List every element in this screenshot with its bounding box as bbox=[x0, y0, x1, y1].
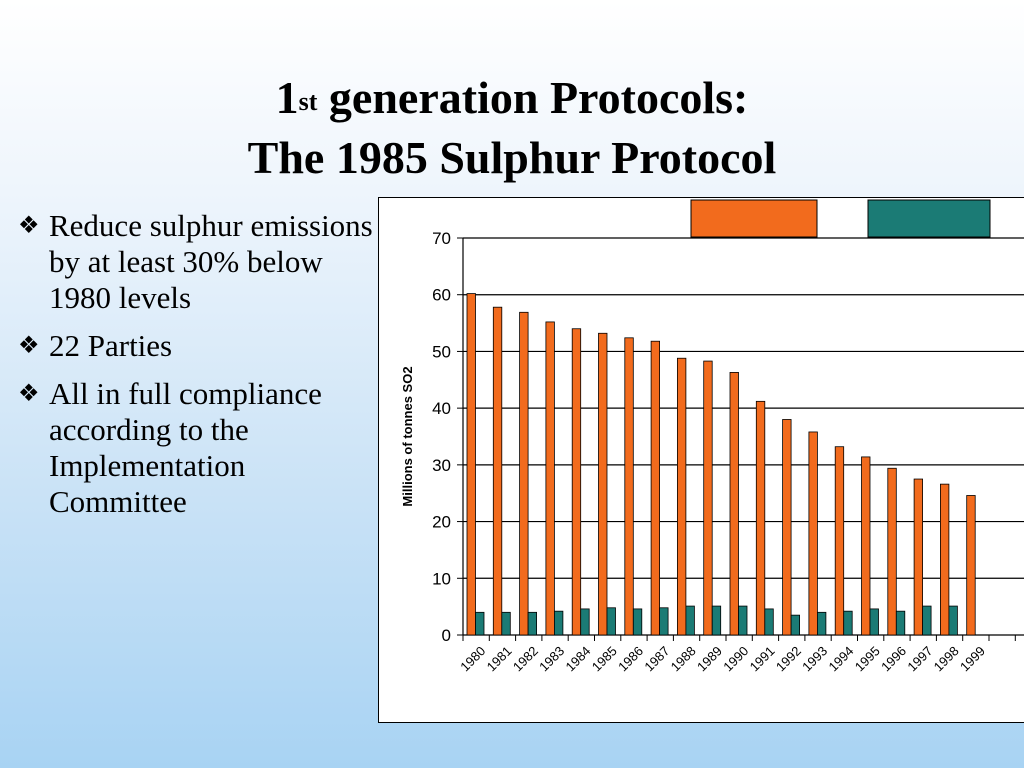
x-tick-label: 1996 bbox=[878, 643, 909, 674]
bullet-list: ❖ Reduce sulphur emissions by at least 30… bbox=[14, 208, 386, 532]
title-line-2: The 1985 Sulphur Protocol bbox=[247, 132, 777, 183]
bar-series-1 bbox=[808, 431, 818, 636]
x-tick-label: 1981 bbox=[484, 643, 515, 674]
x-tick-label: 1990 bbox=[720, 643, 751, 674]
x-tick-label: 1980 bbox=[457, 643, 488, 674]
y-tick-label: 70 bbox=[432, 229, 451, 248]
bar-series-1 bbox=[624, 337, 634, 636]
bar-series-1 bbox=[650, 340, 661, 636]
diamond-bullet-icon: ❖ bbox=[18, 381, 40, 407]
x-tick-label: 1995 bbox=[852, 643, 883, 674]
x-tick-label: 1994 bbox=[825, 643, 856, 674]
bar-series-2 bbox=[948, 605, 958, 636]
bullet-item: ❖ All in full compliance according to the… bbox=[14, 376, 386, 520]
y-axis-label: Millions of tonnes SO2 bbox=[400, 366, 415, 506]
bar-series-2 bbox=[922, 605, 932, 636]
y-tick-label: 10 bbox=[432, 569, 451, 588]
x-tick-label: 1993 bbox=[799, 643, 830, 674]
y-tick-label: 30 bbox=[432, 456, 451, 475]
x-tick-label: 1998 bbox=[931, 643, 962, 674]
diamond-bullet-icon: ❖ bbox=[18, 333, 40, 359]
bar-series-2 bbox=[895, 610, 906, 636]
bar-series-2 bbox=[764, 608, 774, 636]
bar-series-1 bbox=[782, 419, 792, 636]
bar-series-1 bbox=[519, 311, 529, 636]
bar-series-1 bbox=[729, 372, 739, 636]
bar-series-2 bbox=[632, 608, 643, 636]
y-tick-label: 50 bbox=[432, 342, 451, 361]
bar-series-1 bbox=[676, 357, 687, 636]
x-tick-label: 1992 bbox=[773, 643, 804, 674]
y-tick-label: 0 bbox=[442, 626, 451, 645]
bar-series-2 bbox=[711, 605, 722, 636]
bar-series-1 bbox=[492, 306, 503, 636]
title-ordinal: 1 bbox=[275, 72, 299, 123]
bar-series-2 bbox=[816, 611, 827, 636]
bullet-text: 22 Parties bbox=[49, 328, 173, 363]
x-tick-label: 1984 bbox=[562, 643, 593, 674]
y-tick-label: 60 bbox=[432, 286, 451, 305]
bullet-item: ❖ Reduce sulphur emissions by at least 30… bbox=[14, 208, 386, 316]
bar-series-1 bbox=[887, 467, 897, 636]
legend-swatch-1 bbox=[690, 199, 818, 238]
bar-series-2 bbox=[527, 611, 538, 636]
bar-series-2 bbox=[659, 607, 669, 636]
diamond-bullet-icon: ❖ bbox=[18, 213, 40, 239]
bar-series-2 bbox=[475, 611, 485, 636]
slide-title: 1st generation Protocols: The 1985 Sulph… bbox=[0, 68, 1024, 188]
bar-series-1 bbox=[598, 332, 608, 636]
bar-series-2 bbox=[738, 605, 748, 636]
x-tick-label: 1987 bbox=[641, 643, 672, 674]
title-line-1: 1st generation Protocols: bbox=[0, 68, 1024, 128]
bullet-text: All in full compliance according to the … bbox=[49, 376, 322, 519]
x-tick-label: 1999 bbox=[957, 643, 988, 674]
bar-series-2 bbox=[869, 608, 879, 636]
bar-series-2 bbox=[843, 610, 853, 636]
bar-series-2 bbox=[501, 611, 511, 636]
bullet-item: ❖ 22 Parties bbox=[14, 328, 386, 364]
x-tick-label: 1986 bbox=[615, 643, 646, 674]
bar-series-2 bbox=[790, 614, 801, 636]
bar-series-2 bbox=[553, 610, 564, 636]
emissions-chart: 0 10 20 30 40 50 60 70 Millions of tonnes SO2 198… bbox=[400, 199, 1024, 674]
x-tick-label: 1988 bbox=[668, 643, 699, 674]
legend-swatch-2 bbox=[867, 199, 991, 238]
x-tick-label: 1997 bbox=[904, 643, 935, 674]
y-tick-label: 40 bbox=[432, 399, 451, 418]
bar-series-2 bbox=[685, 605, 695, 636]
bar-series-1 bbox=[571, 328, 582, 636]
x-tick-label: 1991 bbox=[747, 643, 778, 674]
bar-series-2 bbox=[606, 607, 616, 636]
bullet-text: Reduce sulphur emissions by at least 30%… bbox=[49, 208, 373, 315]
bar-series-1 bbox=[966, 495, 976, 636]
bar-series-1 bbox=[466, 293, 476, 636]
y-tick-label: 20 bbox=[432, 513, 451, 532]
bar-series-2 bbox=[580, 608, 590, 636]
bar-series-1 bbox=[861, 456, 871, 636]
x-tick-label: 1983 bbox=[536, 643, 567, 674]
x-tick-label: 1982 bbox=[510, 643, 541, 674]
bar-series-1 bbox=[913, 478, 923, 636]
bar-series-1 bbox=[834, 446, 845, 636]
bar-series-1 bbox=[545, 321, 555, 636]
x-tick-label: 1989 bbox=[694, 643, 725, 674]
bar-series-1 bbox=[703, 360, 713, 636]
bar-series-1 bbox=[940, 483, 950, 636]
title-superscript: st bbox=[298, 87, 318, 116]
chart-panel: 0 10 20 30 40 50 60 70 Millions of tonnes SO2 198… bbox=[378, 197, 1024, 723]
bar-series-1 bbox=[755, 400, 766, 636]
x-tick-label: 1985 bbox=[589, 643, 620, 674]
title-line-1-text: generation Protocols: bbox=[317, 72, 749, 123]
